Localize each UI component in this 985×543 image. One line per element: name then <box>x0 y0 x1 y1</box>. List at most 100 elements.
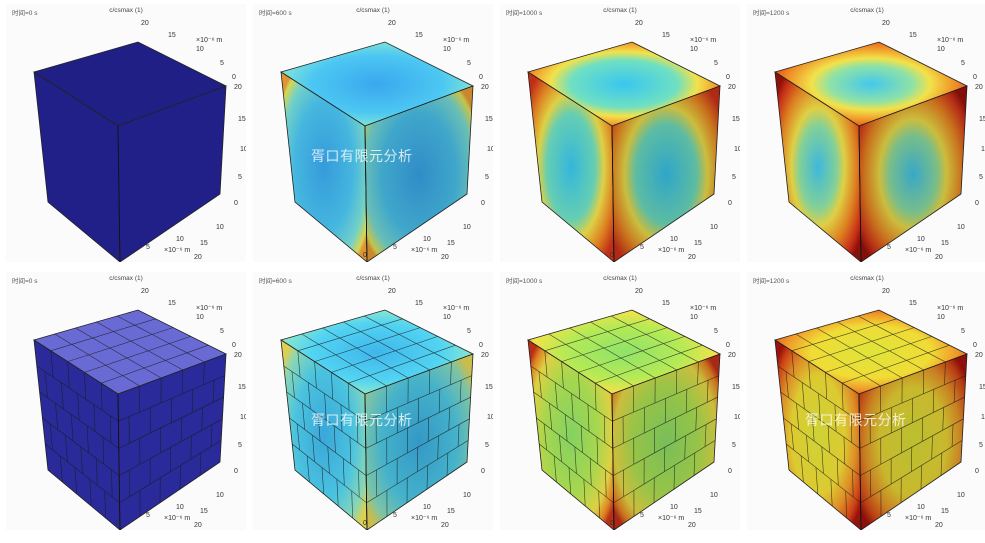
axis-tick-label: 10 <box>917 504 925 511</box>
axis-tick-label: 15 <box>909 300 917 307</box>
result-panel-multi-particle-row: 时间=1200 s c/csmax (1) 20 15 10 5 0 20 15 10 5 0 10 15… <box>747 272 985 530</box>
cube-front-edge <box>611 393 615 530</box>
axis-tick-label: 5 <box>220 328 224 335</box>
axis-tick-label: 5 <box>714 328 718 335</box>
time-label: 时间=1200 s <box>753 278 790 285</box>
axis-tick-label: 20 <box>935 254 943 261</box>
axis-tick-label: 15 <box>909 32 917 39</box>
axis-unit-label: ×10⁻⁶ m <box>658 515 685 522</box>
result-panel-single-particle-row: 时间=1200 s c/csmax (1) 20 15 10 5 0 20 15 10 5 0 10 15… <box>747 4 985 262</box>
variable-label: c/csmax (1) <box>109 275 143 282</box>
axis-tick-label: 10 <box>690 314 698 321</box>
result-panel-single-particle-row: 时间=1000 s c/csmax (1) 20 15 10 5 0 20 15 10 5 0 10 15… <box>500 4 740 262</box>
axis-tick-label: 0 <box>726 74 730 81</box>
axis-tick-label: 5 <box>146 244 150 251</box>
axis-tick-label: 0 <box>363 520 367 527</box>
axis-tick-label: 20 <box>234 352 242 359</box>
axis-tick-label: 0 <box>232 342 236 349</box>
cube-face-shade <box>365 354 473 530</box>
axis-tick-label: 10 <box>670 504 678 511</box>
axis-tick-label: 10 <box>216 492 224 499</box>
axis-tick-label: 5 <box>887 512 891 519</box>
cube-plot <box>33 41 228 262</box>
axis-tick-label: 0 <box>116 252 120 259</box>
axis-tick-label: 0 <box>975 200 979 207</box>
axis-unit-label: ×10⁻⁶ m <box>164 247 191 254</box>
axis-tick-label: 10 <box>463 492 471 499</box>
axis-unit-label: ×10⁻⁶ m <box>905 247 932 254</box>
axis-tick-label: 15 <box>200 508 208 515</box>
axis-tick-label: 5 <box>640 244 644 251</box>
axis-tick-label: 10 <box>443 46 451 53</box>
cube-front-edge <box>364 125 368 262</box>
axis-tick-label: 0 <box>857 252 861 259</box>
axis-tick-label: 15 <box>979 116 985 123</box>
cube-plot <box>774 309 969 530</box>
axis-tick-label: 10 <box>981 414 985 421</box>
cube-face-shade <box>859 86 967 262</box>
axis-tick-label: 5 <box>485 442 489 449</box>
cube-front-edge <box>117 125 121 262</box>
axis-tick-label: 10 <box>463 224 471 231</box>
result-panel-multi-particle-row: 时间=1000 s c/csmax (1) 20 15 10 5 0 20 15 10 5 0 10 15… <box>500 272 740 530</box>
axis-tick-label: 20 <box>194 522 202 529</box>
axis-tick-label: 15 <box>485 384 493 391</box>
axis-unit-label: ×10⁻⁶ m <box>196 305 223 312</box>
axis-tick-label: 5 <box>887 244 891 251</box>
cube-face-shade <box>612 354 720 530</box>
axis-tick-label: 20 <box>388 20 396 27</box>
axis-tick-label: 15 <box>238 384 246 391</box>
axis-tick-label: 20 <box>975 352 983 359</box>
axis-tick-label: 20 <box>441 522 449 529</box>
axis-tick-label: 5 <box>732 442 736 449</box>
axis-tick-label: 15 <box>485 116 493 123</box>
axis-tick-label: 5 <box>146 512 150 519</box>
axis-tick-label: 10 <box>981 146 985 153</box>
variable-label: c/csmax (1) <box>850 275 884 282</box>
cube-face-shade <box>281 340 367 530</box>
axis-unit-label: ×10⁻⁶ m <box>690 305 717 312</box>
axis-tick-label: 0 <box>728 468 732 475</box>
axis-tick-label: 15 <box>415 32 423 39</box>
axis-tick-label: 10 <box>734 414 740 421</box>
time-label: 时间=1000 s <box>506 278 543 285</box>
axis-tick-label: 10 <box>710 224 718 231</box>
axis-tick-label: 20 <box>141 288 149 295</box>
time-label: 时间=600 s <box>259 278 292 285</box>
axis-tick-label: 0 <box>116 520 120 527</box>
result-panel-single-particle-row: 时间=0 s c/csmax (1) 20 15 10 5 0 20 15 10 5 0 10 15 20 0… <box>6 4 246 262</box>
cube-front-edge <box>858 125 862 262</box>
result-panel-multi-particle-row: 时间=0 s c/csmax (1) 20 15 10 5 0 20 15 10 5 0 10 15 20 0… <box>6 272 246 530</box>
axis-tick-label: 5 <box>640 512 644 519</box>
axis-tick-label: 20 <box>688 254 696 261</box>
cube-face-left <box>527 339 615 530</box>
axis-tick-label: 10 <box>917 236 925 243</box>
axis-unit-label: ×10⁻⁶ m <box>443 37 470 44</box>
axis-unit-label: ×10⁻⁶ m <box>443 305 470 312</box>
axis-tick-label: 20 <box>688 522 696 529</box>
axis-tick-label: 20 <box>975 84 983 91</box>
axis-tick-label: 15 <box>941 240 949 247</box>
axis-tick-label: 10 <box>443 314 451 321</box>
axis-tick-label: 10 <box>937 314 945 321</box>
variable-label: c/csmax (1) <box>356 275 390 282</box>
axis-unit-label: ×10⁻⁶ m <box>937 305 964 312</box>
result-panel-single-particle-row: 时间=600 s c/csmax (1) 20 15 10 5 0 20 15 10 5 0 10 15 2… <box>253 4 493 262</box>
axis-tick-label: 15 <box>662 32 670 39</box>
cube-face-left <box>774 71 862 262</box>
cube-plot <box>33 309 228 530</box>
axis-tick-label: 10 <box>216 224 224 231</box>
axis-tick-label: 0 <box>481 200 485 207</box>
cube-plot <box>280 41 475 262</box>
axis-tick-label: 10 <box>196 46 204 53</box>
watermark-text: 胥口有限元分析 <box>805 412 907 428</box>
time-label: 时间=1000 s <box>506 10 543 17</box>
axis-tick-label: 5 <box>485 174 489 181</box>
axis-tick-label: 15 <box>941 508 949 515</box>
axis-tick-label: 20 <box>194 254 202 261</box>
axis-tick-label: 15 <box>238 116 246 123</box>
axis-tick-label: 5 <box>732 174 736 181</box>
variable-label: c/csmax (1) <box>356 7 390 14</box>
axis-tick-label: 0 <box>479 74 483 81</box>
